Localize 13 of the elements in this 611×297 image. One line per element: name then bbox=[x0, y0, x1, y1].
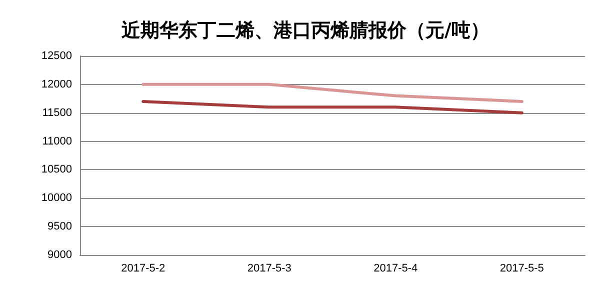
chart-title: 近期华东丁二烯、港口丙烯腈报价（元/吨） bbox=[120, 20, 490, 42]
y-tick-label: 9500 bbox=[48, 220, 72, 233]
x-tick-label: 2017-5-5 bbox=[500, 262, 544, 274]
x-tick-label: 2017-5-2 bbox=[121, 262, 166, 274]
x-tick-label: 2017-5-3 bbox=[247, 262, 292, 274]
y-tick-label: 10500 bbox=[41, 164, 72, 176]
x-tick-label: 2017-5-4 bbox=[374, 262, 418, 274]
y-tick-label: 11000 bbox=[42, 135, 72, 148]
y-tick-label: 12000 bbox=[41, 78, 72, 90]
y-tick-label: 9000 bbox=[48, 249, 72, 261]
y-tick-label: 12500 bbox=[41, 50, 72, 62]
y-tick-label: 10000 bbox=[41, 192, 72, 204]
y-tick-label: 11500 bbox=[42, 106, 72, 119]
